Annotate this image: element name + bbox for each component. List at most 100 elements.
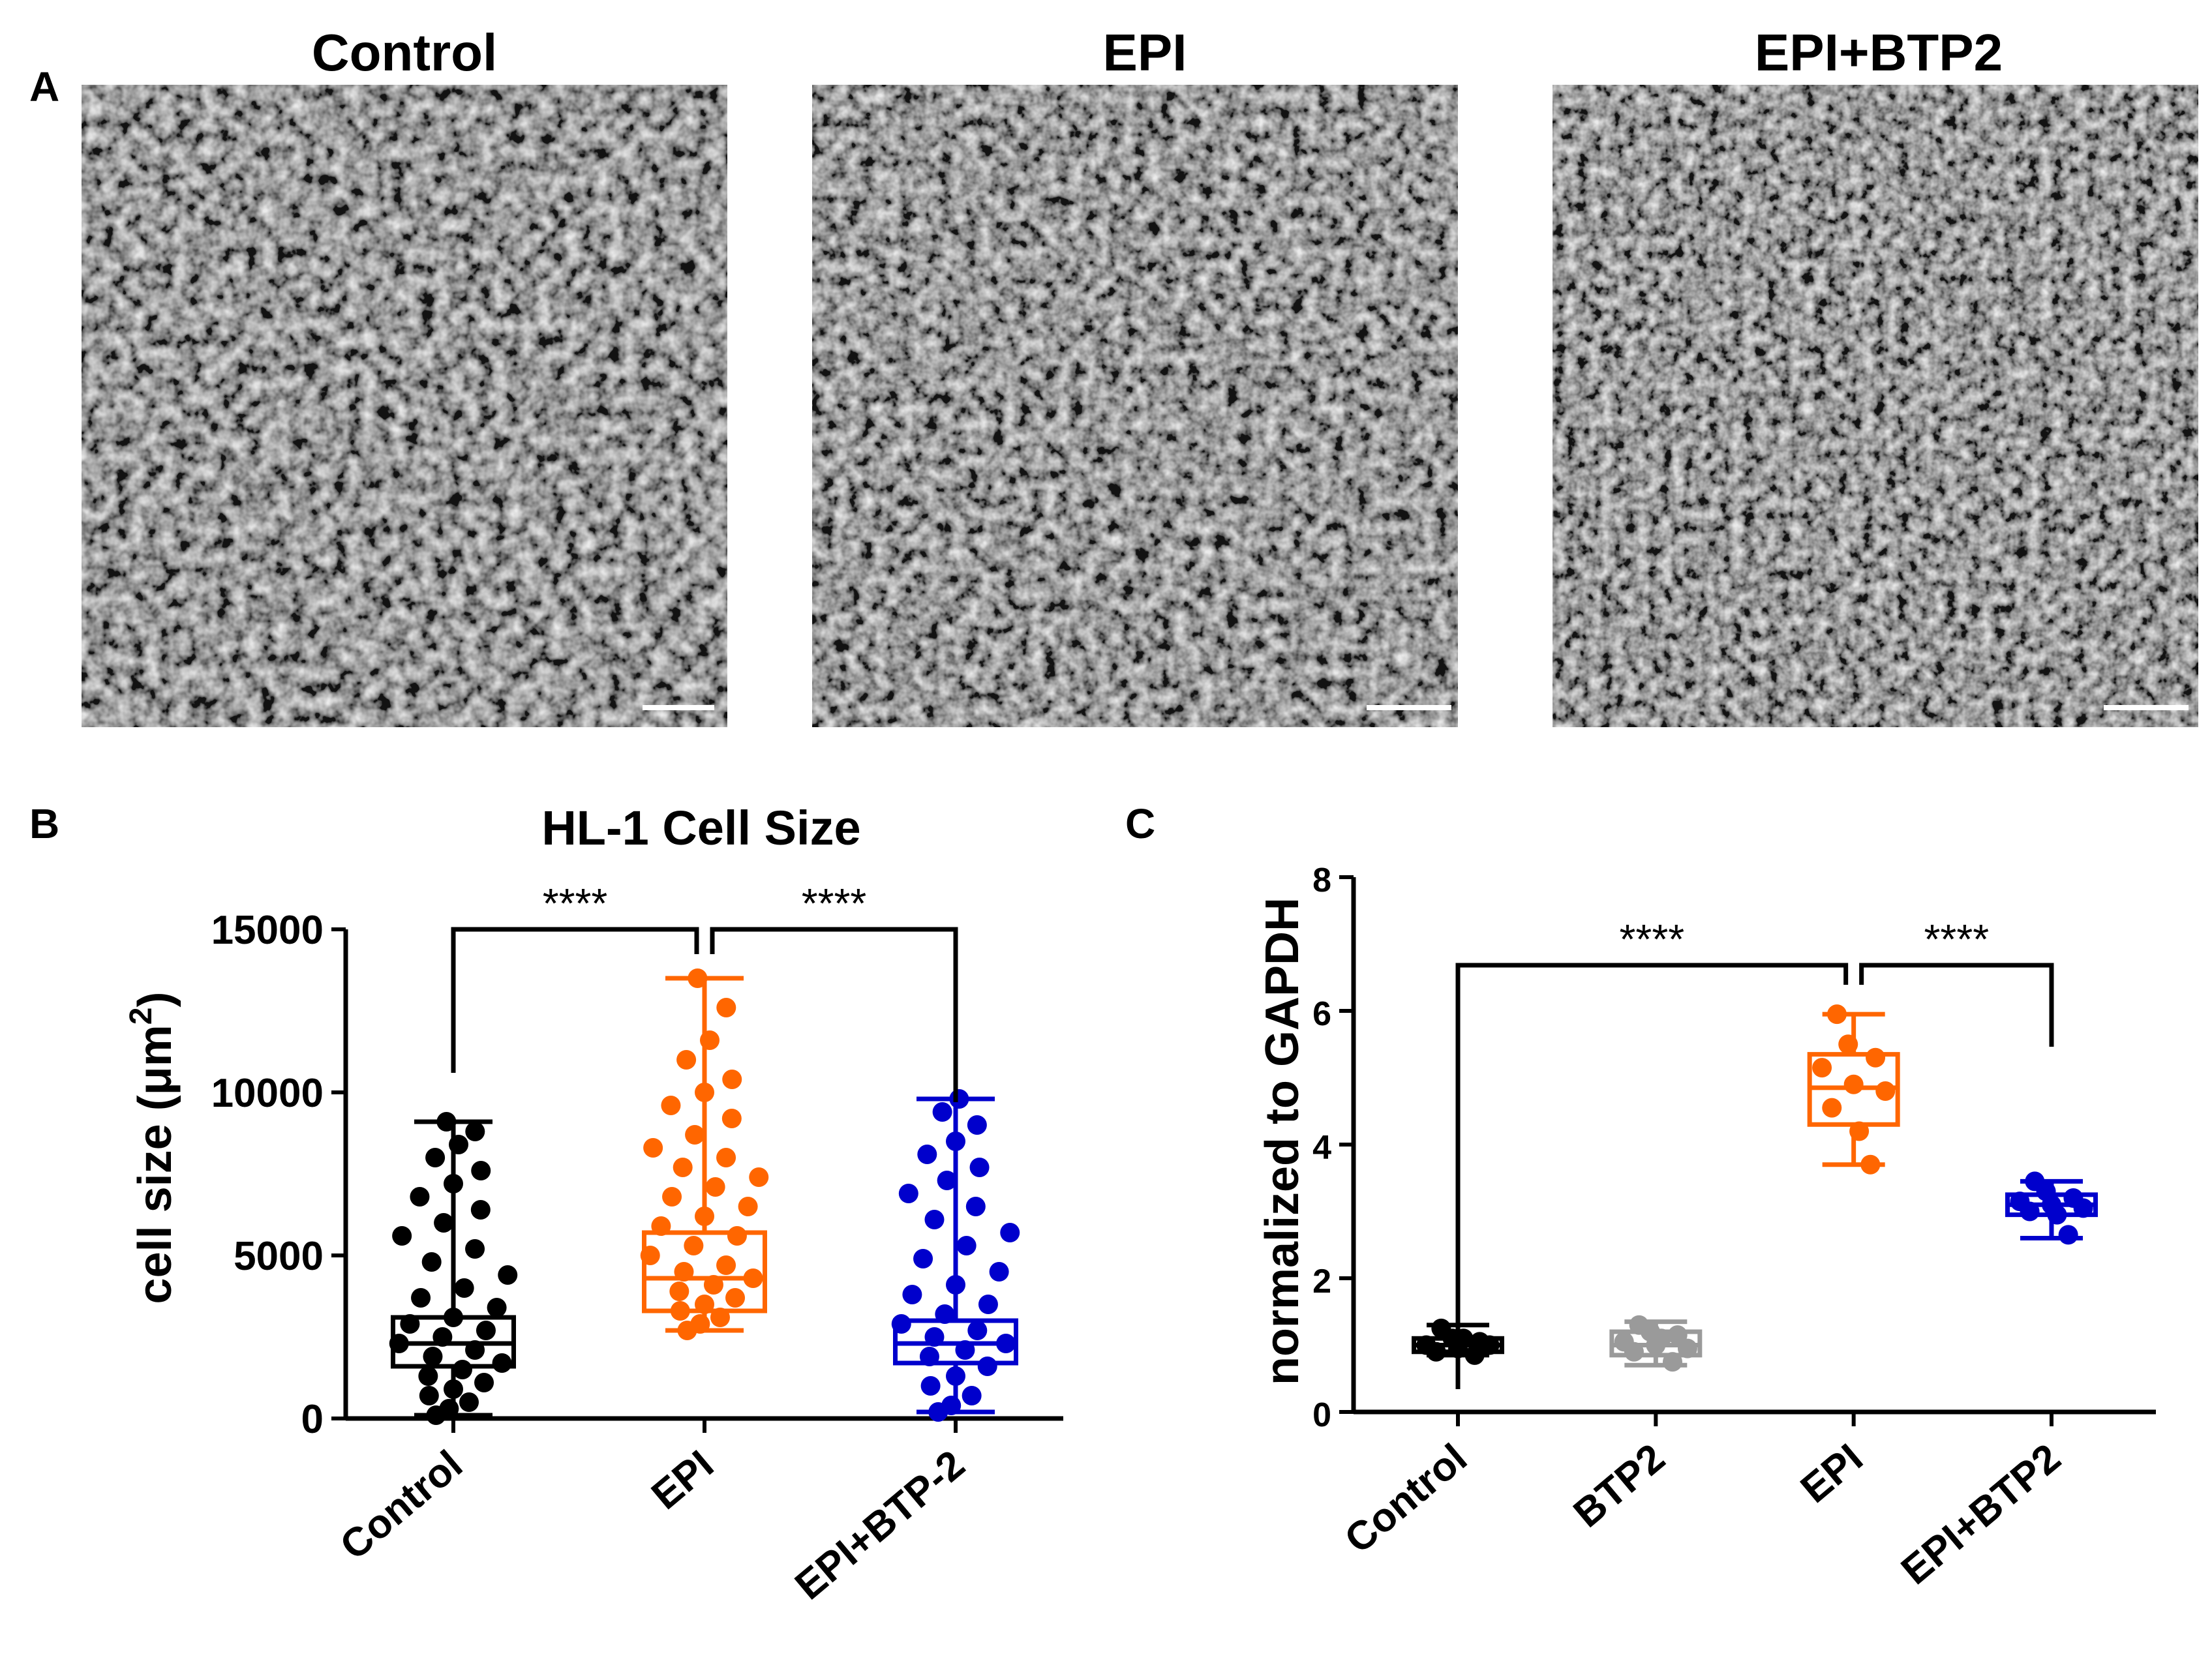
data-point xyxy=(418,1366,438,1386)
data-point xyxy=(643,1138,663,1158)
y-axis-label: cell size (μm2) xyxy=(124,992,181,1304)
data-point xyxy=(684,1236,704,1255)
micrograph-epi-btp2 xyxy=(1553,85,2198,727)
data-point xyxy=(917,1145,937,1164)
data-point xyxy=(727,1226,747,1246)
data-point xyxy=(962,1386,982,1405)
data-point xyxy=(465,1122,485,1141)
panel-c-chart: C normalized to GAPDH 0 2 4 6 8 Control BTP2 EP… xyxy=(1125,800,2156,1593)
data-point xyxy=(920,1376,941,1396)
y-tick-label: 6 xyxy=(1312,995,1331,1033)
y-tick-label: 4 xyxy=(1312,1129,1331,1167)
data-point xyxy=(1875,1081,1896,1101)
micrograph-title-epi: EPI xyxy=(1103,23,1187,82)
significance-label: **** xyxy=(543,880,608,927)
x-tick-label: EPI+BTP-2 xyxy=(787,1442,973,1609)
data-point xyxy=(932,1102,952,1122)
data-point xyxy=(673,1158,693,1177)
panel-a-letter: A xyxy=(29,63,59,110)
micrograph-title-epi-btp2: EPI+BTP2 xyxy=(1755,23,2003,82)
data-point xyxy=(722,1070,742,1089)
y-tick-label: 10000 xyxy=(211,1071,324,1116)
x-tick-label: BTP2 xyxy=(1566,1435,1674,1537)
data-point xyxy=(1866,1047,1886,1068)
data-point xyxy=(498,1265,518,1285)
data-point xyxy=(685,1125,705,1145)
y-tick-label: 2 xyxy=(1312,1263,1331,1300)
panel-b-letter: B xyxy=(29,800,59,847)
data-point xyxy=(725,1288,746,1308)
data-point xyxy=(721,1109,742,1128)
y-tick-label: 15000 xyxy=(211,908,324,953)
significance-label: **** xyxy=(1924,916,1990,963)
data-point xyxy=(989,1262,1009,1282)
chart-title: HL-1 Cell Size xyxy=(541,801,860,855)
data-point xyxy=(410,1187,430,1207)
data-point xyxy=(465,1239,485,1259)
y-tick-label: 0 xyxy=(1312,1396,1331,1434)
data-point xyxy=(2058,1225,2078,1245)
data-point xyxy=(716,998,736,1017)
data-point xyxy=(459,1392,479,1412)
box-iqr xyxy=(642,1230,767,1313)
data-point xyxy=(1843,1074,1864,1094)
data-point xyxy=(1812,1058,1832,1078)
data-point xyxy=(411,1288,431,1308)
data-point xyxy=(924,1210,945,1229)
data-point xyxy=(738,1197,758,1216)
data-point xyxy=(913,1249,933,1268)
x-tick-label: Control xyxy=(332,1442,471,1569)
data-point xyxy=(470,1200,491,1220)
data-point xyxy=(716,1148,736,1167)
data-point xyxy=(902,1285,922,1304)
x-tick-label: EPI+BTP2 xyxy=(1893,1435,2069,1593)
data-point xyxy=(749,1167,769,1187)
data-point xyxy=(1000,1223,1020,1242)
data-point xyxy=(425,1148,446,1167)
panel-a: A Control EPI EPI+BTP2 xyxy=(29,23,2198,727)
data-point xyxy=(978,1295,998,1314)
data-point xyxy=(967,1321,988,1340)
y-axis-label: normalized to GAPDH xyxy=(1256,897,1309,1385)
data-point xyxy=(965,1197,986,1216)
data-point xyxy=(474,1373,494,1392)
x-tick-label: EPI xyxy=(1793,1435,1871,1512)
panel-c-letter: C xyxy=(1125,800,1155,847)
x-tick-label: EPI xyxy=(643,1442,722,1518)
data-point xyxy=(476,1321,496,1340)
data-point xyxy=(421,1252,442,1272)
data-point xyxy=(661,1096,681,1115)
data-point xyxy=(662,1187,682,1207)
data-point xyxy=(956,1236,977,1255)
micrograph-control xyxy=(82,85,727,727)
significance-bracket xyxy=(451,927,699,1073)
micrograph-epi xyxy=(812,85,1458,727)
data-point xyxy=(471,1161,491,1180)
data-point xyxy=(487,1298,507,1317)
data-point xyxy=(967,1115,987,1135)
x-tick-label: Control xyxy=(1337,1435,1476,1563)
data-point xyxy=(454,1278,474,1298)
data-point xyxy=(705,1177,725,1197)
data-point xyxy=(434,1213,454,1233)
data-point xyxy=(1822,1098,1842,1118)
data-point xyxy=(937,1171,957,1190)
y-tick-label: 8 xyxy=(1312,862,1331,899)
significance-bracket xyxy=(1455,963,1849,1389)
panel-b-chart: B HL-1 Cell Size cell size (μm2) 0 5000 10… xyxy=(29,800,1063,1608)
data-point xyxy=(977,1357,997,1376)
data-point xyxy=(419,1386,439,1405)
data-point xyxy=(898,1184,918,1203)
data-point xyxy=(492,1353,512,1373)
y-tick-label: 0 xyxy=(301,1397,324,1442)
micrograph-title-control: Control xyxy=(312,23,497,82)
data-point xyxy=(969,1158,990,1177)
data-point xyxy=(423,1347,443,1366)
significance-label: **** xyxy=(1620,916,1685,963)
data-point xyxy=(669,1282,689,1301)
y-tick-label: 5000 xyxy=(234,1234,324,1279)
data-point xyxy=(676,1050,697,1070)
significance-bracket xyxy=(1859,963,2054,1047)
data-point xyxy=(392,1226,412,1246)
data-point xyxy=(716,1255,736,1275)
